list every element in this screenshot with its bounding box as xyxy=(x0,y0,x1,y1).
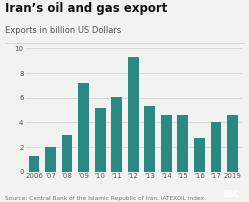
Text: BBC: BBC xyxy=(222,190,239,199)
Bar xyxy=(95,108,106,172)
Bar xyxy=(227,115,238,172)
Bar xyxy=(210,122,221,172)
Bar xyxy=(161,115,172,172)
Text: Source: Central Bank of the Islamic Republic of Iran, IATEX0IL index: Source: Central Bank of the Islamic Repu… xyxy=(5,196,204,201)
Bar xyxy=(178,115,188,172)
Text: Exports in billion US Dollars: Exports in billion US Dollars xyxy=(5,26,121,35)
Bar xyxy=(194,138,205,172)
Bar xyxy=(78,83,89,172)
Bar xyxy=(128,57,139,172)
Bar xyxy=(62,135,72,172)
Text: Iran’s oil and gas export: Iran’s oil and gas export xyxy=(5,2,167,15)
Bar xyxy=(111,97,122,172)
Bar xyxy=(45,147,56,172)
Bar xyxy=(144,106,155,172)
Bar xyxy=(29,156,39,172)
